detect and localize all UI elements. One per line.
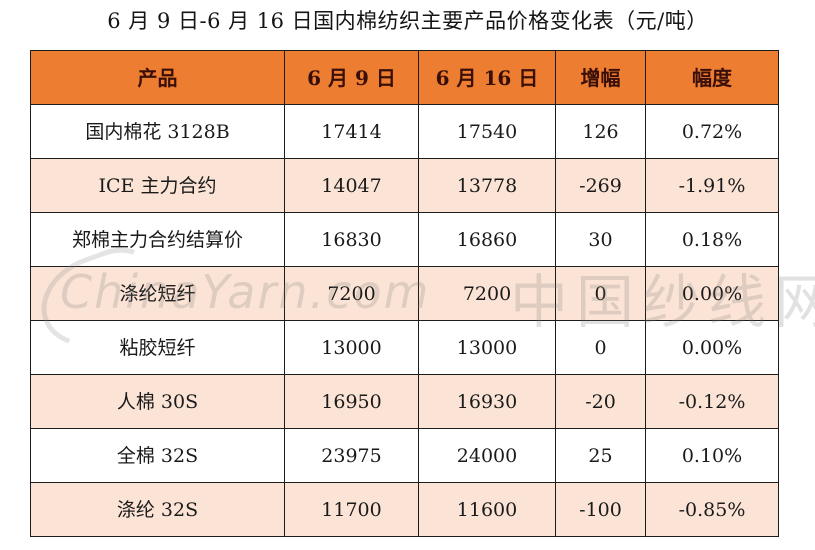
cell-jun9: 11700 bbox=[284, 482, 419, 537]
table-row: 涤纶短纤 7200 7200 0 0.00% bbox=[30, 266, 779, 321]
cell-change: 126 bbox=[555, 104, 646, 159]
cell-jun16: 13000 bbox=[418, 320, 556, 375]
cell-change: 0 bbox=[555, 320, 646, 375]
cell-jun9: 16950 bbox=[284, 374, 419, 429]
cell-jun9: 23975 bbox=[284, 428, 419, 483]
cell-product: 粘胶短纤 bbox=[30, 320, 285, 375]
cell-percent: 0.00% bbox=[645, 266, 779, 321]
header-jun16: 6 月 16 日 bbox=[418, 50, 556, 105]
cell-change: 25 bbox=[555, 428, 646, 483]
table-row: 郑棉主力合约结算价 16830 16860 30 0.18% bbox=[30, 212, 779, 267]
table-row: 粘胶短纤 13000 13000 0 0.00% bbox=[30, 320, 779, 375]
table-row: 国内棉花 3128B 17414 17540 126 0.72% bbox=[30, 104, 779, 159]
table-row: 人棉 30S 16950 16930 -20 -0.12% bbox=[30, 374, 779, 429]
cell-change: -269 bbox=[555, 158, 646, 213]
cell-jun16: 16930 bbox=[418, 374, 556, 429]
cell-percent: 0.72% bbox=[645, 104, 779, 159]
header-percent: 幅度 bbox=[645, 50, 779, 105]
cell-product: 郑棉主力合约结算价 bbox=[30, 212, 285, 267]
header-change: 增幅 bbox=[555, 50, 646, 105]
cell-jun16: 7200 bbox=[418, 266, 556, 321]
header-row: 产品 6 月 9 日 6 月 16 日 增幅 幅度 bbox=[30, 50, 779, 105]
cell-jun16: 11600 bbox=[418, 482, 556, 537]
cell-percent: -0.12% bbox=[645, 374, 779, 429]
table-row: 涤纶 32S 11700 11600 -100 -0.85% bbox=[30, 482, 779, 537]
cell-product: 国内棉花 3128B bbox=[30, 104, 285, 159]
price-change-table: 产品 6 月 9 日 6 月 16 日 增幅 幅度 国内棉花 3128B 174… bbox=[30, 50, 779, 537]
cell-jun16: 17540 bbox=[418, 104, 556, 159]
cell-percent: 0.10% bbox=[645, 428, 779, 483]
cell-product: 全棉 32S bbox=[30, 428, 285, 483]
cell-jun9: 13000 bbox=[284, 320, 419, 375]
cell-jun9: 17414 bbox=[284, 104, 419, 159]
cell-product: 涤纶 32S bbox=[30, 482, 285, 537]
cell-change: 30 bbox=[555, 212, 646, 267]
cell-jun16: 24000 bbox=[418, 428, 556, 483]
cell-jun16: 16860 bbox=[418, 212, 556, 267]
cell-change: -20 bbox=[555, 374, 646, 429]
table-title: 6 月 9 日-6 月 16 日国内棉纺织主要产品价格变化表（元/吨） bbox=[107, 9, 708, 33]
header-jun9: 6 月 9 日 bbox=[284, 50, 419, 105]
cell-product: 涤纶短纤 bbox=[30, 266, 285, 321]
cell-jun16: 13778 bbox=[418, 158, 556, 213]
cell-percent: 0.18% bbox=[645, 212, 779, 267]
cell-jun9: 14047 bbox=[284, 158, 419, 213]
cell-product: ICE 主力合约 bbox=[30, 158, 285, 213]
cell-percent: 0.00% bbox=[645, 320, 779, 375]
cell-jun9: 7200 bbox=[284, 266, 419, 321]
table-row: 全棉 32S 23975 24000 25 0.10% bbox=[30, 428, 779, 483]
cell-percent: -1.91% bbox=[645, 158, 779, 213]
cell-product: 人棉 30S bbox=[30, 374, 285, 429]
header-product: 产品 bbox=[30, 50, 285, 105]
cell-percent: -0.85% bbox=[645, 482, 779, 537]
cell-change: -100 bbox=[555, 482, 646, 537]
cell-change: 0 bbox=[555, 266, 646, 321]
table-row: ICE 主力合约 14047 13778 -269 -1.91% bbox=[30, 158, 779, 213]
cell-jun9: 16830 bbox=[284, 212, 419, 267]
